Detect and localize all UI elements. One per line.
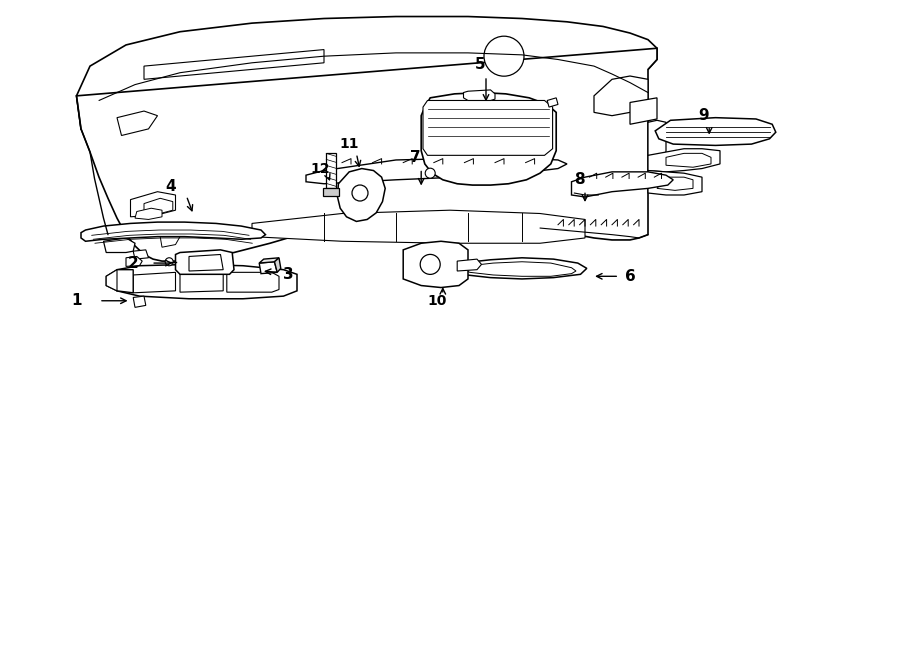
Polygon shape bbox=[452, 258, 587, 279]
Polygon shape bbox=[274, 258, 281, 272]
Text: 2: 2 bbox=[128, 256, 139, 270]
Polygon shape bbox=[648, 149, 720, 172]
Polygon shape bbox=[133, 296, 146, 307]
Polygon shape bbox=[81, 222, 266, 241]
Circle shape bbox=[166, 258, 173, 266]
Bar bbox=[323, 188, 339, 196]
Polygon shape bbox=[133, 250, 148, 259]
Polygon shape bbox=[338, 169, 385, 221]
Polygon shape bbox=[423, 100, 553, 155]
Polygon shape bbox=[572, 172, 673, 197]
Polygon shape bbox=[227, 272, 279, 292]
Circle shape bbox=[484, 36, 524, 76]
Polygon shape bbox=[133, 272, 176, 293]
Polygon shape bbox=[648, 120, 666, 157]
Polygon shape bbox=[648, 171, 702, 195]
Text: 12: 12 bbox=[310, 161, 330, 176]
Text: 4: 4 bbox=[166, 179, 176, 194]
Polygon shape bbox=[130, 192, 176, 217]
Polygon shape bbox=[630, 98, 657, 124]
Polygon shape bbox=[180, 271, 223, 292]
Polygon shape bbox=[259, 258, 279, 263]
Polygon shape bbox=[306, 157, 567, 184]
Text: 5: 5 bbox=[475, 58, 486, 72]
Polygon shape bbox=[76, 48, 657, 261]
Circle shape bbox=[420, 254, 440, 274]
Polygon shape bbox=[657, 177, 693, 190]
Polygon shape bbox=[126, 256, 142, 266]
Circle shape bbox=[352, 185, 368, 201]
Text: 6: 6 bbox=[625, 269, 635, 284]
Polygon shape bbox=[189, 254, 223, 271]
Polygon shape bbox=[252, 210, 585, 243]
Circle shape bbox=[425, 168, 436, 178]
Polygon shape bbox=[464, 90, 495, 100]
Polygon shape bbox=[457, 259, 482, 271]
Polygon shape bbox=[403, 241, 468, 288]
Polygon shape bbox=[259, 262, 277, 274]
Polygon shape bbox=[117, 264, 297, 299]
Polygon shape bbox=[160, 233, 180, 247]
Polygon shape bbox=[117, 111, 158, 136]
Text: 9: 9 bbox=[698, 108, 709, 123]
Text: 1: 1 bbox=[71, 293, 82, 308]
Text: 10: 10 bbox=[428, 293, 447, 308]
Polygon shape bbox=[464, 262, 576, 276]
Polygon shape bbox=[144, 198, 173, 214]
Polygon shape bbox=[176, 250, 234, 274]
Polygon shape bbox=[144, 50, 324, 79]
Text: 8: 8 bbox=[574, 173, 585, 187]
Polygon shape bbox=[666, 153, 711, 167]
Bar bbox=[326, 153, 337, 188]
Polygon shape bbox=[655, 118, 776, 145]
Text: 3: 3 bbox=[283, 267, 293, 282]
Polygon shape bbox=[135, 208, 162, 219]
Text: 7: 7 bbox=[410, 150, 421, 165]
Polygon shape bbox=[106, 270, 117, 291]
Polygon shape bbox=[421, 93, 556, 185]
Polygon shape bbox=[106, 270, 133, 293]
Text: 11: 11 bbox=[339, 137, 359, 151]
Polygon shape bbox=[594, 76, 648, 116]
Polygon shape bbox=[547, 98, 558, 107]
Polygon shape bbox=[104, 238, 135, 253]
Polygon shape bbox=[76, 17, 657, 129]
